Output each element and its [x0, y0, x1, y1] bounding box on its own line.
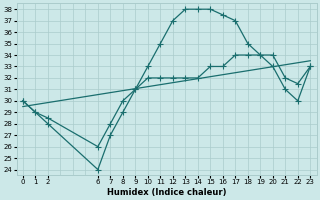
X-axis label: Humidex (Indice chaleur): Humidex (Indice chaleur): [107, 188, 226, 197]
